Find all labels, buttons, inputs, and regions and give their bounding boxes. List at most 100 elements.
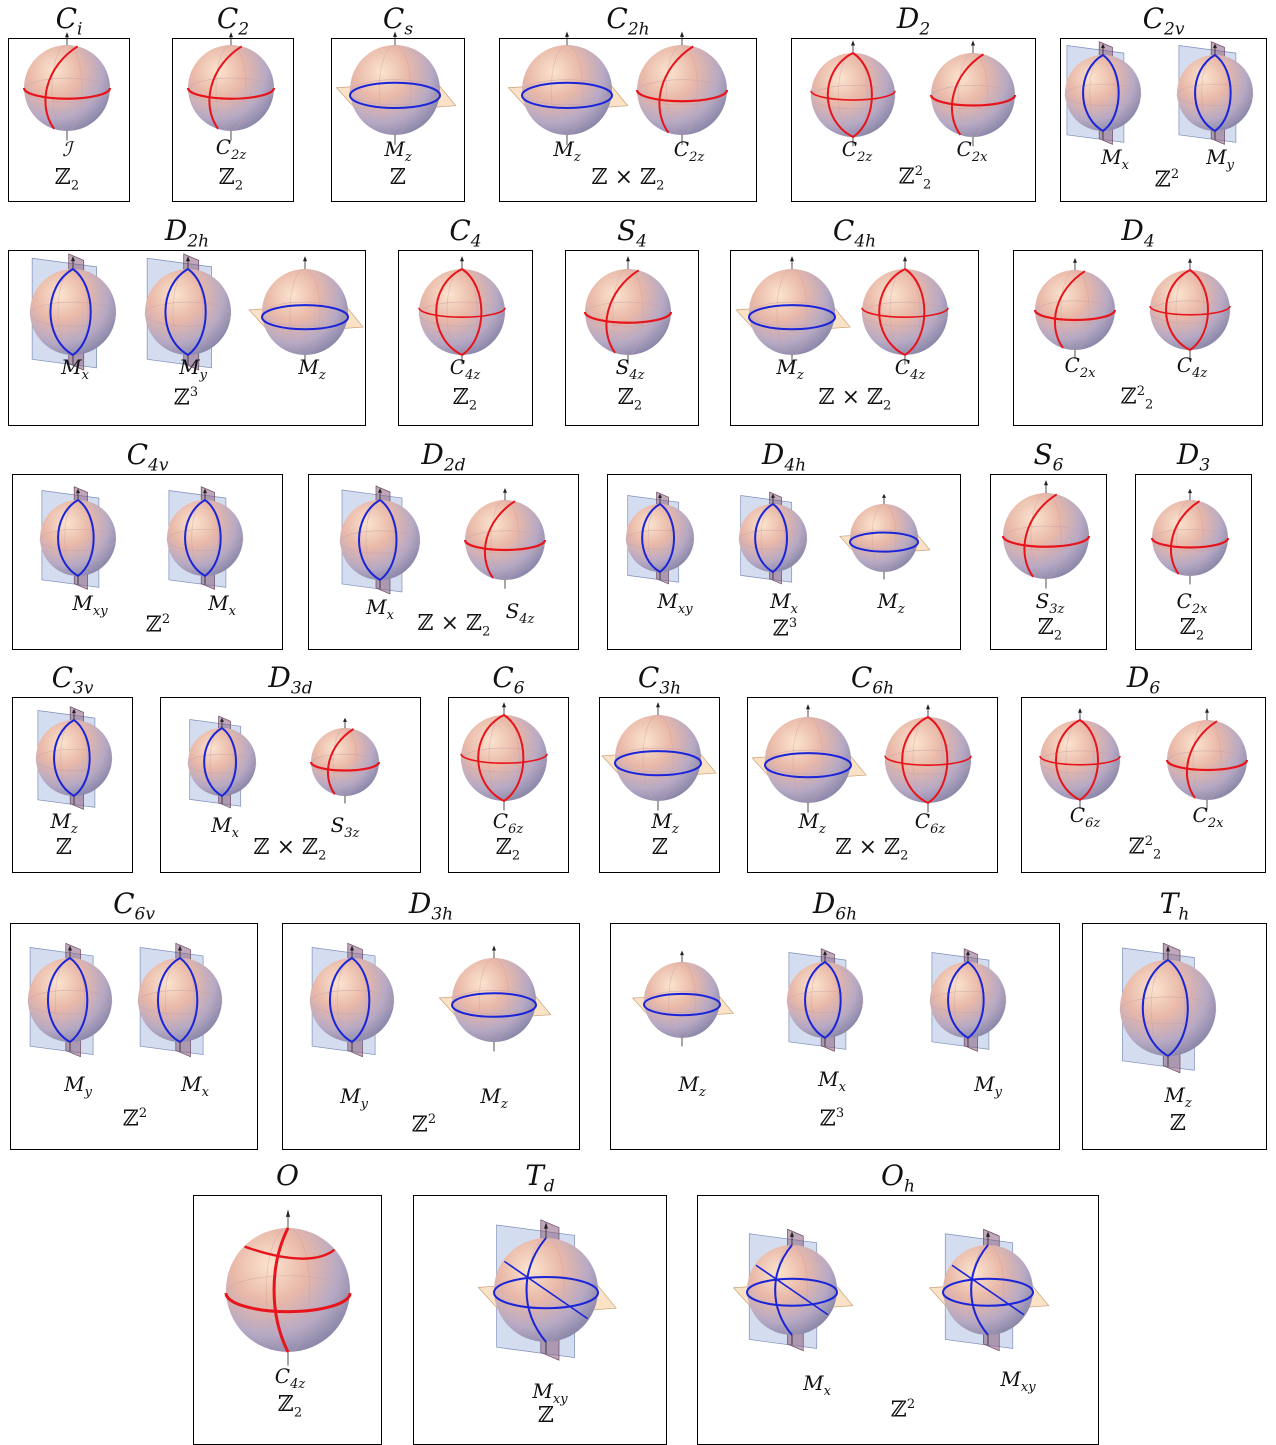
- group-title-S6: S6: [990, 440, 1107, 481]
- sphere-figure: [631, 950, 734, 1047]
- sphere-figure: [224, 1209, 352, 1366]
- symbol-text: C: [216, 2, 239, 35]
- symbol-text: C: [492, 809, 509, 833]
- sphere: [1065, 55, 1141, 131]
- group-text: ℤ: [55, 835, 73, 860]
- group-title-O: O: [193, 1161, 382, 1191]
- sphere-figure: [1064, 41, 1142, 145]
- operation-label: Mx: [211, 814, 239, 845]
- subscript: x: [386, 608, 394, 623]
- symbol-text: D: [761, 438, 785, 471]
- red-curve: [1150, 537, 1230, 549]
- sphere-figure: [928, 1228, 1050, 1352]
- group-text: ℤ: [651, 835, 669, 860]
- sphere-figure: [1176, 41, 1254, 145]
- invariant-group-label: ℤ × ℤ2: [254, 836, 327, 868]
- blue-curve: [525, 1237, 547, 1343]
- subscript: d: [543, 1176, 555, 1197]
- sphere-figure: [751, 704, 867, 813]
- subscript: xy: [677, 602, 693, 617]
- group-title-C2v: C2v: [1060, 4, 1267, 45]
- subscript: 3h: [659, 678, 682, 699]
- operation-label: Mx: [61, 356, 89, 387]
- operation-label: Mz: [798, 810, 825, 841]
- symbol-text: M: [480, 1084, 501, 1108]
- red-curve: [852, 52, 873, 138]
- group-text: ℤ: [218, 165, 235, 190]
- operation-label: Mx: [770, 590, 798, 621]
- symbol-text: C: [894, 355, 911, 379]
- subscript: 4: [636, 231, 647, 252]
- group-title-C4: C4: [398, 216, 533, 257]
- rotation-axis-arrow: [1213, 43, 1217, 49]
- blue-curve: [1082, 54, 1104, 132]
- rotation-axis-arrow: [350, 945, 354, 951]
- blue-curve: [967, 961, 985, 1039]
- group-title-Td: Td: [413, 1161, 667, 1202]
- symbol-text: M: [651, 809, 672, 833]
- group-text: ℤ: [122, 1106, 139, 1132]
- sphere: [1040, 720, 1120, 800]
- subscript: z: [573, 150, 581, 165]
- subscript: 2: [293, 1405, 303, 1421]
- subscript: 4h: [854, 231, 877, 252]
- subscript: x: [228, 604, 236, 619]
- sphere: [452, 958, 536, 1042]
- symbol-text: C: [449, 355, 466, 379]
- subscript: i: [77, 19, 83, 40]
- symbol-text: C: [1069, 803, 1086, 827]
- sphere: [1035, 270, 1115, 350]
- symbol-text: D: [1126, 661, 1150, 694]
- subscript: y: [360, 1097, 368, 1112]
- sphere-figure: [460, 702, 548, 811]
- sphere-figure: [1119, 942, 1217, 1074]
- red-curve: [327, 728, 355, 795]
- rotation-axis-arrow: [626, 256, 630, 262]
- sphere-figure: [27, 942, 113, 1058]
- blue-curve: [329, 957, 353, 1043]
- sphere-figure: [861, 256, 949, 365]
- group-title-Cs: Cs: [331, 4, 465, 45]
- red-curve: [484, 500, 516, 579]
- invariant-group-label: ℤ × ℤ2: [418, 612, 491, 644]
- sphere: [30, 269, 116, 355]
- rotation-axis-arrow: [178, 945, 182, 951]
- operation-label: Mz: [678, 1073, 705, 1104]
- rotation-axis-arrow: [286, 1209, 290, 1217]
- sphere-figure: [335, 31, 457, 145]
- symbol-text: C: [51, 661, 73, 694]
- superscript: 2: [906, 1397, 916, 1412]
- subscript: xy: [552, 1392, 568, 1407]
- group-title-D6: D6: [1021, 663, 1266, 704]
- symbol-text: C: [55, 2, 77, 35]
- symbol-text: C: [215, 135, 232, 159]
- symbol-text: S: [1033, 438, 1053, 471]
- symbol-text: C: [637, 661, 660, 694]
- sphere-figure: [839, 493, 931, 580]
- sphere-figure: [39, 486, 117, 590]
- symbol-text: M: [181, 1072, 202, 1096]
- rotation-axis-arrow: [1188, 488, 1192, 494]
- operation-label: Mz: [480, 1085, 507, 1116]
- blue-curve: [69, 957, 89, 1043]
- superscript: 2: [1170, 167, 1180, 182]
- invariant-group-label: ℤ22: [899, 160, 932, 198]
- red-curve: [658, 45, 694, 134]
- invariant-group-label: ℤ: [56, 836, 72, 860]
- group-text: ℤ: [54, 165, 71, 190]
- symbol-text: C: [274, 1364, 291, 1388]
- group-text: ℤ: [617, 385, 634, 410]
- red-curve: [309, 761, 381, 772]
- subscript: 4: [1143, 231, 1155, 252]
- sphere-figure: [137, 942, 223, 1058]
- subscript: z: [318, 368, 326, 383]
- operation-label: S3z: [331, 814, 360, 845]
- rotation-axis-arrow: [72, 708, 76, 714]
- sphere-figure: [635, 31, 729, 145]
- operation-label: Mx: [803, 1372, 831, 1403]
- rotation-axis-arrow: [544, 1222, 548, 1229]
- group-title-C2h: C2h: [499, 4, 757, 45]
- subscript: z: [404, 150, 412, 165]
- sphere: [787, 962, 863, 1038]
- subscript: xy: [1020, 1380, 1036, 1395]
